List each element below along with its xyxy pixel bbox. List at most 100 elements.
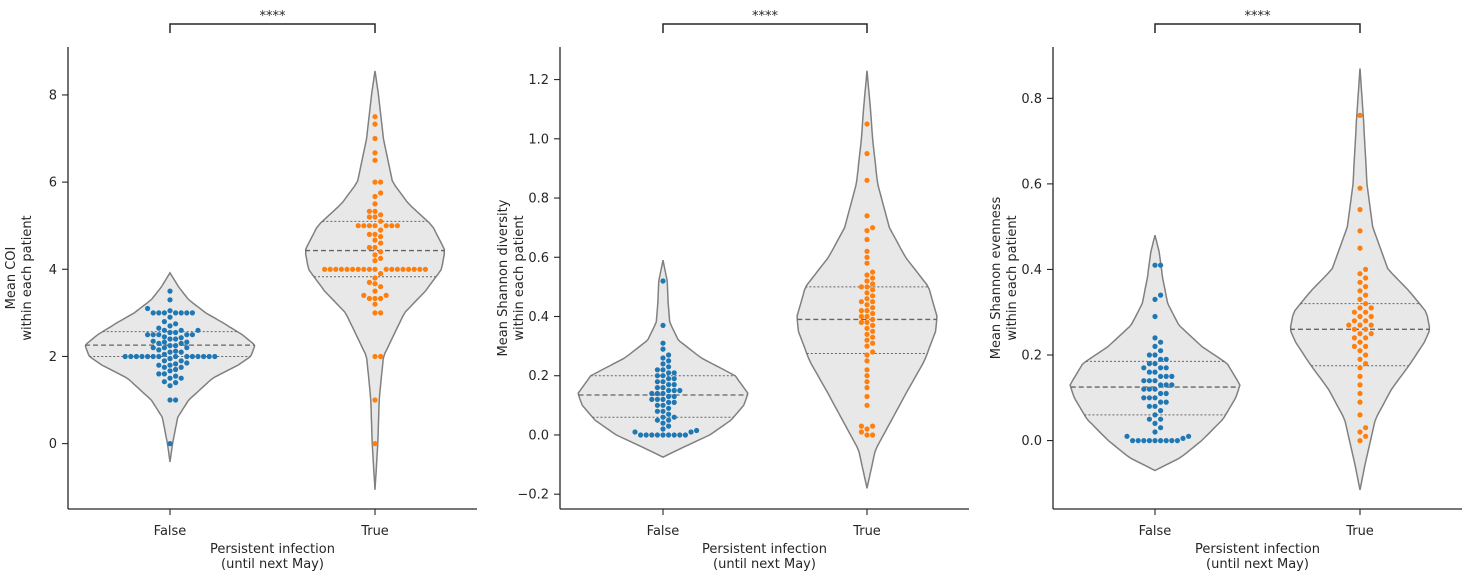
data-point-false — [1152, 352, 1158, 358]
x-axis-label: (until next May) — [1206, 557, 1309, 572]
data-point-false — [161, 310, 167, 316]
data-point-false — [666, 364, 672, 370]
data-point-false — [660, 367, 666, 373]
data-point-false — [660, 426, 666, 432]
data-point-false — [167, 349, 173, 355]
data-point-false — [161, 327, 167, 333]
data-point-true — [378, 240, 384, 246]
data-point-false — [660, 390, 666, 397]
data-point-true — [366, 223, 372, 229]
data-point-false — [1158, 425, 1164, 431]
data-point-false — [156, 332, 162, 338]
data-point-false — [1169, 382, 1175, 388]
data-point-true — [389, 266, 395, 272]
data-point-false — [1152, 420, 1158, 426]
data-point-true — [1363, 326, 1369, 332]
y-tick-label: 6 — [49, 176, 57, 191]
data-point-true — [1357, 382, 1363, 388]
data-point-true — [378, 295, 384, 302]
data-point-false — [167, 397, 173, 403]
data-point-true — [355, 223, 361, 229]
data-point-false — [173, 353, 179, 360]
data-point-true — [378, 190, 384, 196]
chart-panel-shannon-evenness: 0.0 0.2 0.4 0.6 0.8 False True Persistent infec… — [989, 9, 1462, 572]
data-point-false — [161, 345, 167, 351]
data-point-false — [654, 396, 661, 402]
data-point-false — [649, 390, 655, 397]
data-point-true — [372, 397, 378, 403]
data-point-true — [1357, 348, 1363, 354]
data-point-false — [1146, 403, 1152, 409]
data-point-true — [864, 284, 870, 290]
data-point-true — [1363, 284, 1369, 290]
data-point-true — [411, 266, 417, 272]
data-point-false — [167, 323, 173, 329]
data-point-false — [167, 441, 173, 447]
data-point-true — [366, 231, 372, 237]
data-point-false — [1141, 438, 1147, 444]
data-point-true — [389, 223, 395, 229]
data-point-false — [1146, 361, 1152, 367]
data-point-false — [660, 432, 666, 438]
data-point-true — [858, 429, 865, 435]
significance-label: **** — [752, 9, 779, 24]
data-point-true — [1363, 301, 1369, 307]
data-point-false — [156, 325, 162, 331]
data-point-false — [1163, 399, 1169, 405]
data-point-false — [1146, 438, 1152, 444]
data-point-true — [870, 305, 876, 311]
data-point-true — [864, 358, 870, 364]
data-point-true — [378, 255, 384, 261]
data-point-true — [864, 319, 870, 325]
data-point-true — [372, 223, 378, 229]
data-point-true — [361, 292, 367, 298]
data-point-true — [864, 260, 870, 266]
x-axis-label: (until next May) — [221, 557, 324, 572]
data-point-true — [394, 266, 400, 272]
data-point-true — [1357, 438, 1363, 444]
data-point-false — [173, 343, 179, 349]
data-point-true — [1368, 305, 1374, 311]
data-point-true — [372, 135, 378, 142]
data-point-true — [422, 266, 428, 272]
data-point-false — [671, 414, 677, 420]
data-point-false — [139, 353, 145, 360]
data-point-false — [1152, 343, 1158, 349]
data-point-false — [145, 353, 151, 360]
data-point-true — [372, 214, 378, 220]
data-point-true — [870, 432, 876, 438]
data-point-true — [870, 316, 876, 323]
y-tick-label: 8 — [49, 88, 57, 103]
data-point-false — [666, 387, 672, 394]
data-point-true — [383, 266, 389, 272]
data-point-true — [1351, 335, 1357, 341]
data-point-false — [1152, 412, 1158, 418]
data-point-false — [1146, 386, 1152, 392]
data-point-false — [156, 310, 162, 316]
data-point-true — [864, 343, 870, 349]
data-point-false — [1152, 395, 1158, 401]
data-point-true — [372, 179, 378, 185]
data-point-false — [1158, 348, 1164, 354]
data-point-false — [173, 366, 179, 373]
data-point-true — [378, 353, 384, 360]
data-point-false — [167, 308, 173, 314]
data-point-true — [372, 157, 378, 163]
data-point-true — [1351, 309, 1357, 315]
data-point-false — [161, 334, 167, 340]
data-point-false — [167, 356, 173, 362]
data-point-true — [344, 266, 350, 272]
significance-label: **** — [1245, 9, 1272, 24]
data-point-true — [1363, 309, 1369, 315]
data-point-true — [864, 426, 870, 432]
data-point-false — [167, 314, 173, 320]
data-point-true — [372, 121, 378, 127]
data-point-false — [150, 338, 156, 344]
data-point-true — [864, 432, 870, 438]
y-tick-label: 0.8 — [1021, 92, 1042, 107]
data-point-true — [864, 337, 870, 343]
data-point-true — [864, 325, 870, 331]
data-point-false — [173, 336, 179, 342]
data-point-true — [372, 266, 378, 272]
data-point-true — [1346, 322, 1352, 328]
